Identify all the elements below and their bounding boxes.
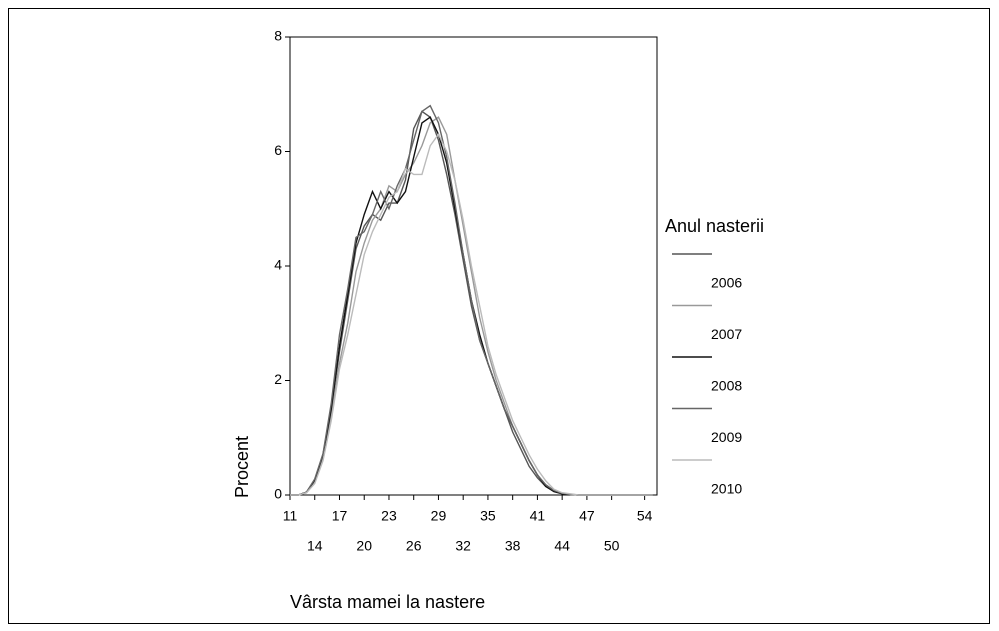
x-tick-label: 50 xyxy=(604,538,620,554)
x-tick-label: 23 xyxy=(381,508,397,524)
x-tick-label: 20 xyxy=(356,538,372,554)
y-tick-label: 4 xyxy=(274,257,282,273)
x-tick-label: 44 xyxy=(554,538,570,554)
x-tick-label: 41 xyxy=(530,508,546,524)
x-tick-label: 35 xyxy=(480,508,496,524)
y-tick-label: 2 xyxy=(274,371,282,387)
y-tick-label: 0 xyxy=(274,486,282,502)
x-tick-label: 29 xyxy=(431,508,447,524)
x-tick-label: 14 xyxy=(307,538,323,554)
x-axis-label: Vârsta mamei la nastere xyxy=(290,592,485,612)
y-tick-label: 6 xyxy=(274,142,282,158)
legend-label: 2007 xyxy=(711,326,742,342)
y-axis-label: Procent xyxy=(232,436,252,498)
x-tick-label: 47 xyxy=(579,508,595,524)
legend-label: 2006 xyxy=(711,275,742,291)
y-tick-label: 8 xyxy=(274,28,282,44)
x-tick-label: 32 xyxy=(455,538,471,554)
legend-label: 2010 xyxy=(711,481,742,497)
x-tick-label: 11 xyxy=(283,508,298,524)
legend-label: 2009 xyxy=(711,429,742,445)
frame xyxy=(8,8,990,624)
x-tick-label: 26 xyxy=(406,538,422,554)
x-tick-label: 54 xyxy=(637,508,653,524)
legend-label: 2008 xyxy=(711,378,742,394)
legend-title: Anul nasterii xyxy=(665,216,764,236)
x-tick-label: 17 xyxy=(332,508,348,524)
plot-frame xyxy=(289,36,658,496)
x-tick-label: 38 xyxy=(505,538,521,554)
series-line xyxy=(290,132,653,496)
series-line xyxy=(290,104,653,496)
